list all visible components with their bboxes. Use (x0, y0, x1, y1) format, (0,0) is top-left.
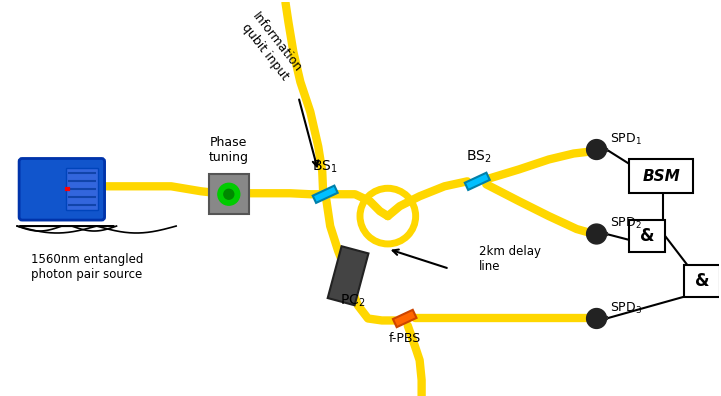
FancyBboxPatch shape (629, 160, 693, 193)
Text: f-PBS: f-PBS (389, 332, 421, 345)
Text: $\mathrm{PC}_2$: $\mathrm{PC}_2$ (340, 292, 366, 309)
Text: &: & (694, 272, 709, 290)
FancyBboxPatch shape (209, 174, 249, 214)
Text: Phase
tuning: Phase tuning (209, 135, 249, 164)
FancyBboxPatch shape (629, 220, 665, 252)
FancyBboxPatch shape (684, 265, 720, 297)
FancyBboxPatch shape (66, 168, 97, 210)
Circle shape (224, 189, 234, 199)
Text: $\mathrm{BS}_2$: $\mathrm{BS}_2$ (466, 148, 492, 165)
Text: BSM: BSM (642, 169, 680, 184)
Text: &: & (640, 227, 655, 245)
Circle shape (587, 308, 606, 328)
Text: Information
qubit input: Information qubit input (237, 10, 304, 84)
Text: $\mathrm{BS}_1$: $\mathrm{BS}_1$ (312, 158, 338, 175)
Circle shape (587, 224, 606, 244)
FancyBboxPatch shape (19, 158, 105, 220)
Circle shape (218, 183, 240, 205)
FancyBboxPatch shape (465, 173, 490, 190)
Circle shape (587, 139, 606, 160)
FancyBboxPatch shape (327, 246, 368, 305)
Text: $\mathrm{SPD}_2$: $\mathrm{SPD}_2$ (611, 215, 642, 230)
Text: 2km delay
line: 2km delay line (479, 245, 541, 273)
FancyBboxPatch shape (393, 310, 417, 327)
Text: $\mathrm{SPD}_1$: $\mathrm{SPD}_1$ (611, 132, 642, 147)
Text: 1560nm entangled
photon pair source: 1560nm entangled photon pair source (30, 253, 143, 281)
FancyBboxPatch shape (313, 186, 337, 203)
Text: $\mathrm{SPD}_3$: $\mathrm{SPD}_3$ (611, 301, 642, 316)
